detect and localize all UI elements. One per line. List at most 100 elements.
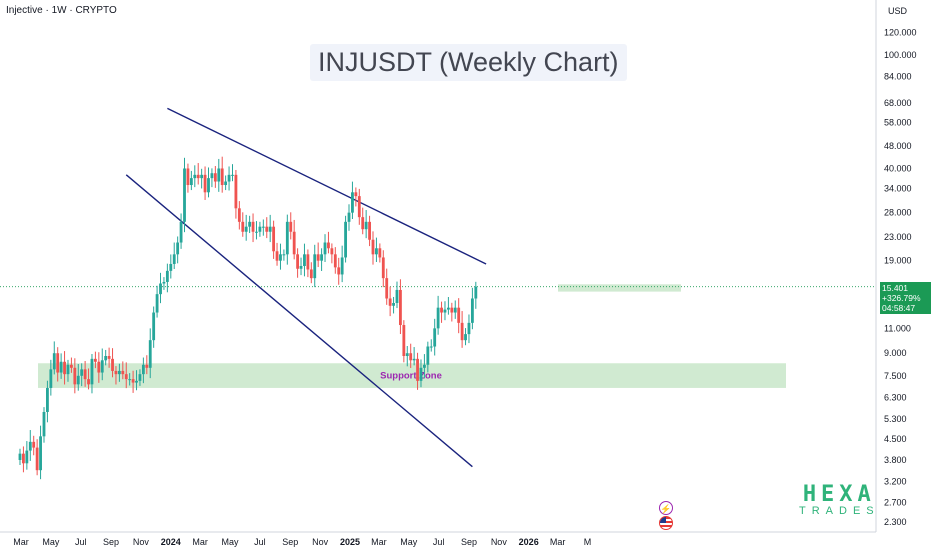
- candle-body: [375, 248, 378, 255]
- lightning-icon[interactable]: ⚡: [659, 501, 673, 515]
- y-tick-label: 19.000: [884, 256, 912, 266]
- x-tick-label: Jul: [254, 537, 266, 547]
- candle-body: [203, 174, 207, 193]
- brand-line2: TRADES: [799, 505, 880, 517]
- y-tick-label: 34.000: [884, 184, 912, 194]
- candle-body: [100, 360, 104, 373]
- candle-body: [169, 263, 173, 271]
- candle-body: [289, 221, 293, 232]
- candle-body: [251, 221, 255, 232]
- candle-body: [464, 334, 467, 341]
- x-tick-label: 2026: [519, 537, 539, 547]
- candle-body: [333, 254, 337, 268]
- candle-body: [227, 174, 231, 182]
- candle-body: [124, 374, 128, 380]
- candle-body: [330, 248, 334, 255]
- candle-body: [354, 192, 358, 197]
- candle-body: [357, 196, 361, 218]
- candle-body: [59, 361, 63, 373]
- candle-body: [433, 328, 437, 347]
- candle-body: [234, 174, 238, 209]
- candle-body: [117, 370, 121, 375]
- candle-body: [52, 353, 56, 370]
- y-tick-label: 120.000: [884, 27, 917, 37]
- candle-body: [460, 322, 464, 341]
- candle-body: [220, 168, 224, 186]
- candle-body: [474, 286, 478, 299]
- candle-body: [416, 358, 419, 381]
- candle-body: [272, 226, 276, 252]
- candle-body: [340, 257, 344, 275]
- candle-body: [162, 281, 166, 284]
- support-zone-label: Support Zone: [380, 371, 442, 382]
- candle-body: [28, 441, 32, 451]
- x-tick-label: Sep: [461, 537, 477, 547]
- candle-body: [381, 257, 385, 279]
- candle-body: [56, 353, 60, 373]
- chart-title: INJUSDT (Weekly Chart): [310, 44, 627, 81]
- candle-body: [148, 340, 152, 368]
- candle-body: [200, 174, 204, 179]
- x-tick-label: Jul: [75, 537, 87, 547]
- candle-body: [275, 251, 279, 261]
- y-tick-label: 4.500: [884, 434, 907, 444]
- candle-body: [131, 379, 135, 383]
- candle-body: [419, 367, 423, 381]
- candle-body: [90, 358, 94, 385]
- candle-body: [87, 379, 90, 385]
- candle-body: [97, 361, 101, 373]
- us-flag-icon[interactable]: [659, 516, 673, 530]
- candle-body: [282, 254, 286, 256]
- candle-body: [378, 248, 382, 258]
- candle-body: [196, 174, 200, 179]
- candle-body: [426, 346, 430, 365]
- candle-body: [207, 178, 210, 193]
- candle-body: [244, 226, 248, 232]
- candle-body: [224, 181, 228, 186]
- last-price-tag: 15.401 +326.79% 04:58:47: [880, 282, 931, 314]
- candle-body: [399, 289, 402, 326]
- x-tick-label: Mar: [13, 537, 29, 547]
- candle-body: [39, 436, 42, 471]
- brand-logo: HEXA TRADES: [799, 482, 880, 517]
- candle-body: [121, 370, 125, 375]
- y-tick-label: 5.300: [884, 414, 907, 424]
- candle-body: [193, 174, 197, 179]
- candle-body: [470, 298, 474, 323]
- y-tick-label: 40.000: [884, 163, 912, 173]
- candle-body: [364, 221, 368, 230]
- x-tick-label: May: [222, 537, 240, 547]
- candle-body: [392, 303, 395, 306]
- candle-body: [395, 289, 399, 304]
- candle-body: [83, 369, 87, 380]
- candle-body: [213, 173, 217, 182]
- candle-body: [248, 221, 252, 227]
- candle-body: [165, 270, 169, 282]
- candle-body: [25, 450, 29, 464]
- candle-body: [303, 254, 306, 267]
- x-tick-label: Sep: [103, 537, 119, 547]
- candle-body: [179, 221, 183, 243]
- candle-body: [93, 358, 97, 362]
- candle-body: [446, 307, 450, 310]
- candle-body: [268, 226, 272, 232]
- candle-body: [316, 254, 320, 261]
- candle-body: [402, 325, 406, 356]
- y-tick-label: 23.000: [884, 232, 912, 242]
- candle-body: [309, 269, 313, 279]
- candle-body: [73, 367, 77, 385]
- candle-body: [347, 212, 351, 222]
- candle-body: [186, 168, 190, 186]
- candle-body: [337, 267, 341, 275]
- candle-body: [49, 369, 53, 388]
- y-tick-label: 6.300: [884, 392, 907, 402]
- candle-body: [385, 278, 389, 299]
- x-tick-label: Nov: [312, 537, 329, 547]
- candle-body: [241, 221, 245, 232]
- candle-body: [453, 307, 457, 313]
- x-tick-label: Mar: [192, 537, 208, 547]
- candle-body: [141, 364, 145, 375]
- candle-body: [440, 307, 443, 313]
- candle-body: [265, 226, 269, 232]
